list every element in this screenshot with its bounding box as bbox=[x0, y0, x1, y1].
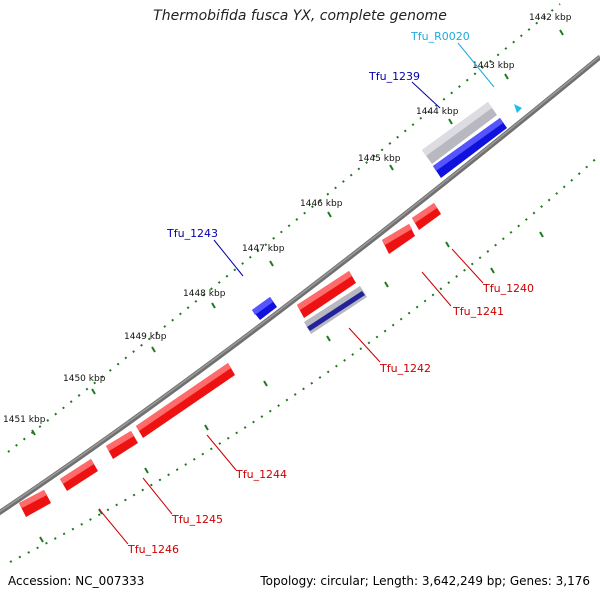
gene-Tfu_1241[interactable] bbox=[382, 224, 415, 254]
map-title: Thermobifida fusca YX, complete genome bbox=[153, 8, 447, 24]
tick-label-1448: 1448 kbp bbox=[183, 289, 226, 299]
tick-label-1445: 1445 kbp bbox=[358, 154, 401, 164]
tick-label-1444: 1444 kbp bbox=[416, 107, 459, 117]
gene-label-Tfu_1246[interactable]: Tfu_1246 bbox=[127, 543, 179, 556]
gene-label-Tfu_1243[interactable]: Tfu_1243 bbox=[166, 227, 218, 240]
gene-Tfu_1242-cds[interactable] bbox=[297, 271, 356, 318]
gene-Tfu_1240[interactable] bbox=[412, 203, 441, 230]
tick-label-1449: 1449 kbp bbox=[124, 332, 167, 342]
gene-Tfu_1245[interactable] bbox=[60, 459, 98, 491]
gene-label-Tfu_1242[interactable]: Tfu_1242 bbox=[379, 362, 431, 375]
accession-info: Accession: NC_007333 bbox=[8, 574, 145, 588]
genome-backbone-highlight bbox=[0, 55, 600, 513]
tick-label-1446: 1446 kbp bbox=[300, 199, 343, 209]
gene-label-Tfu_1240[interactable]: Tfu_1240 bbox=[482, 282, 534, 295]
inner-tick-track bbox=[9, 154, 600, 563]
tick-label-1450: 1450 kbp bbox=[63, 374, 106, 384]
tick-label-1442: 1442 kbp bbox=[529, 13, 572, 23]
gene-Tfu_R0020-arrow[interactable] bbox=[514, 104, 522, 113]
tick-label-1447: 1447 kbp bbox=[242, 244, 285, 254]
genome-stats: Topology: circular; Length: 3,642,249 bp… bbox=[260, 574, 590, 588]
outer-tick-track bbox=[7, 3, 561, 453]
inner-major-ticks bbox=[39, 231, 544, 543]
gene-Tfu_1246[interactable] bbox=[19, 490, 51, 517]
label-leaders bbox=[98, 42, 495, 545]
gene-label-Tfu_1239[interactable]: Tfu_1239 bbox=[368, 70, 420, 83]
gene-label-Tfu_1245[interactable]: Tfu_1245 bbox=[171, 513, 223, 526]
gene-Tfu_1245a[interactable] bbox=[106, 431, 138, 459]
gene-label-Tfu_1241[interactable]: Tfu_1241 bbox=[452, 305, 504, 318]
genome-backbone bbox=[0, 55, 600, 516]
gene-Tfu_1239[interactable] bbox=[433, 118, 507, 178]
gene-label-Tfu_R0020[interactable]: Tfu_R0020 bbox=[410, 30, 470, 43]
gene-Tfu_1244[interactable] bbox=[136, 363, 235, 438]
gene-Tfu_1239-gray[interactable] bbox=[422, 102, 497, 164]
tick-label-1451: 1451 kbp bbox=[3, 415, 46, 425]
gene-Tfu_1243[interactable] bbox=[252, 297, 277, 320]
outer-major-ticks bbox=[31, 29, 564, 436]
tick-label-1443: 1443 kbp bbox=[472, 61, 515, 71]
gene-label-Tfu_1244[interactable]: Tfu_1244 bbox=[235, 468, 287, 481]
gene-Tfu_1242-highlight[interactable] bbox=[304, 286, 367, 334]
